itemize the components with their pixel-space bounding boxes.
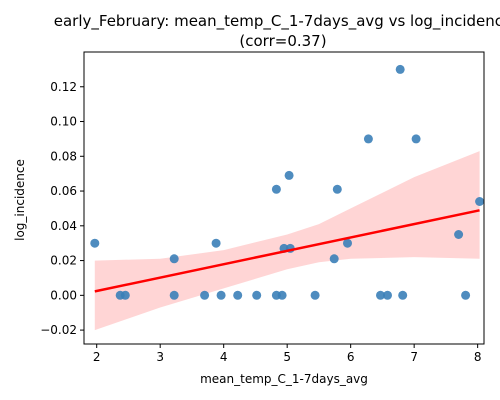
data-point [411,134,421,144]
data-point [120,290,130,300]
x-tick-label: 5 [283,350,291,364]
y-axis-label: log_incidence [13,159,27,241]
data-point [376,290,385,300]
x-axis-ticks: 2 3 4 5 6 7 8 [93,344,482,364]
data-point [332,184,342,194]
regression-line [94,209,480,293]
x-axis-label: mean_temp_C_1-7days_avg [200,372,368,386]
x-tick-label: 8 [474,350,482,364]
data-point [252,290,262,300]
chart-subtitle: (corr=0.37) [239,32,326,50]
plot-frame [83,51,485,345]
x-tick-label: 7 [410,350,418,364]
plot-area [90,64,485,331]
confidence-band [94,151,480,331]
data-point [310,290,320,300]
x-tick-label: 6 [347,350,355,364]
data-point [395,64,405,74]
y-tick-label: 0.02 [50,254,77,268]
y-tick-label: 0.08 [50,149,77,163]
data-point [454,230,464,239]
data-point [363,134,373,144]
data-point [90,238,100,248]
y-tick-label: 0.00 [50,288,77,302]
data-point [200,290,210,300]
data-point [329,254,339,264]
data-point [398,290,408,300]
y-tick-label: −0.02 [40,323,77,337]
chart-title: early_February: mean_temp_C_1-7days_avg … [54,12,500,31]
y-tick-label: 0.12 [50,80,77,94]
data-point [271,184,281,194]
data-point [169,290,179,300]
x-tick-label: 3 [156,350,164,364]
data-point [475,197,485,206]
data-point [343,238,352,248]
y-tick-label: 0.06 [50,184,77,198]
points-layer [90,64,485,300]
data-point [461,290,471,300]
data-point [383,290,392,300]
x-tick-label: 2 [93,350,101,364]
x-tick-label: 4 [220,350,228,364]
data-point [233,290,243,300]
data-point [169,254,179,264]
y-tick-label: 0.04 [50,219,77,233]
data-point [277,290,287,300]
data-point [211,238,221,248]
data-point [284,170,294,180]
y-tick-label: 0.10 [50,115,77,129]
y-axis-ticks: −0.02 0.00 0.02 0.04 0.06 0.08 0.10 0.12 [40,80,84,337]
data-point [216,290,226,300]
